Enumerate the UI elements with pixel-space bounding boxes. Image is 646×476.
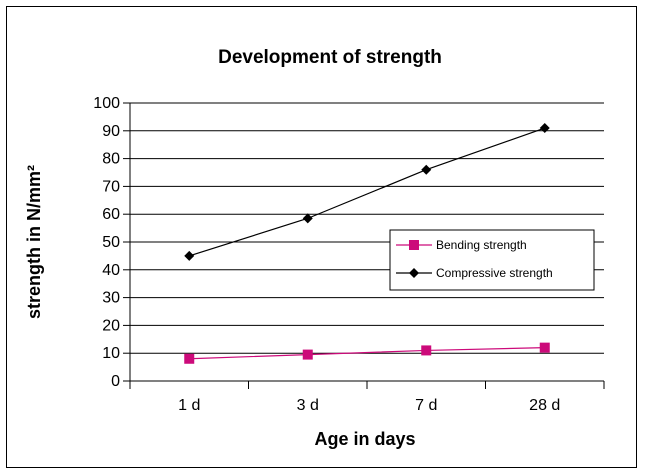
series-line: [189, 127, 545, 257]
series-layer: [184, 123, 550, 364]
data-point: [421, 345, 432, 356]
series-bending-strength: [184, 342, 550, 364]
legend-marker: [409, 268, 419, 278]
y-tick-label: 80: [102, 151, 120, 168]
x-tick-label: 28 d: [529, 397, 560, 414]
x-tick-label: 1 d: [178, 397, 200, 414]
y-tick-label: 60: [102, 206, 120, 223]
y-tick-label: 10: [102, 345, 120, 362]
data-point: [302, 213, 313, 224]
data-point: [184, 353, 195, 364]
legend: Bending strength Compressive strength: [389, 229, 595, 291]
chart-title: Development of strength: [218, 47, 442, 68]
y-tick-label: 30: [102, 290, 120, 307]
x-axis-title: Age in days: [314, 429, 415, 449]
legend-label: Bending strength: [436, 238, 527, 252]
axes: [123, 102, 605, 389]
series-line: [189, 347, 545, 360]
y-tick-label: 100: [93, 95, 120, 112]
y-tick-label: 50: [102, 234, 120, 251]
data-point: [539, 123, 550, 134]
y-tick-label: 0: [111, 373, 120, 390]
x-tick-label: 3 d: [297, 397, 319, 414]
x-tick-label: 7 d: [415, 397, 437, 414]
grid-lines: [130, 102, 604, 354]
y-tick-label: 90: [102, 123, 120, 140]
y-tick-labels: 0 10 20 30 40 50 60 70 80 90 100: [93, 95, 120, 390]
legend-box: [389, 229, 595, 291]
data-point: [421, 164, 432, 175]
y-axis-title: strength in N/mm²: [24, 165, 44, 319]
x-tick-labels: 1 d 3 d 7 d 28 d: [178, 397, 560, 414]
data-point: [302, 349, 313, 360]
data-point: [539, 342, 550, 353]
y-tick-label: 40: [102, 262, 120, 279]
legend-label: Compressive strength: [436, 266, 553, 280]
series-compressive-strength: [184, 123, 550, 261]
data-point: [184, 250, 195, 261]
y-tick-label: 20: [102, 317, 120, 334]
legend-marker: [409, 240, 419, 250]
y-tick-label: 70: [102, 178, 120, 195]
